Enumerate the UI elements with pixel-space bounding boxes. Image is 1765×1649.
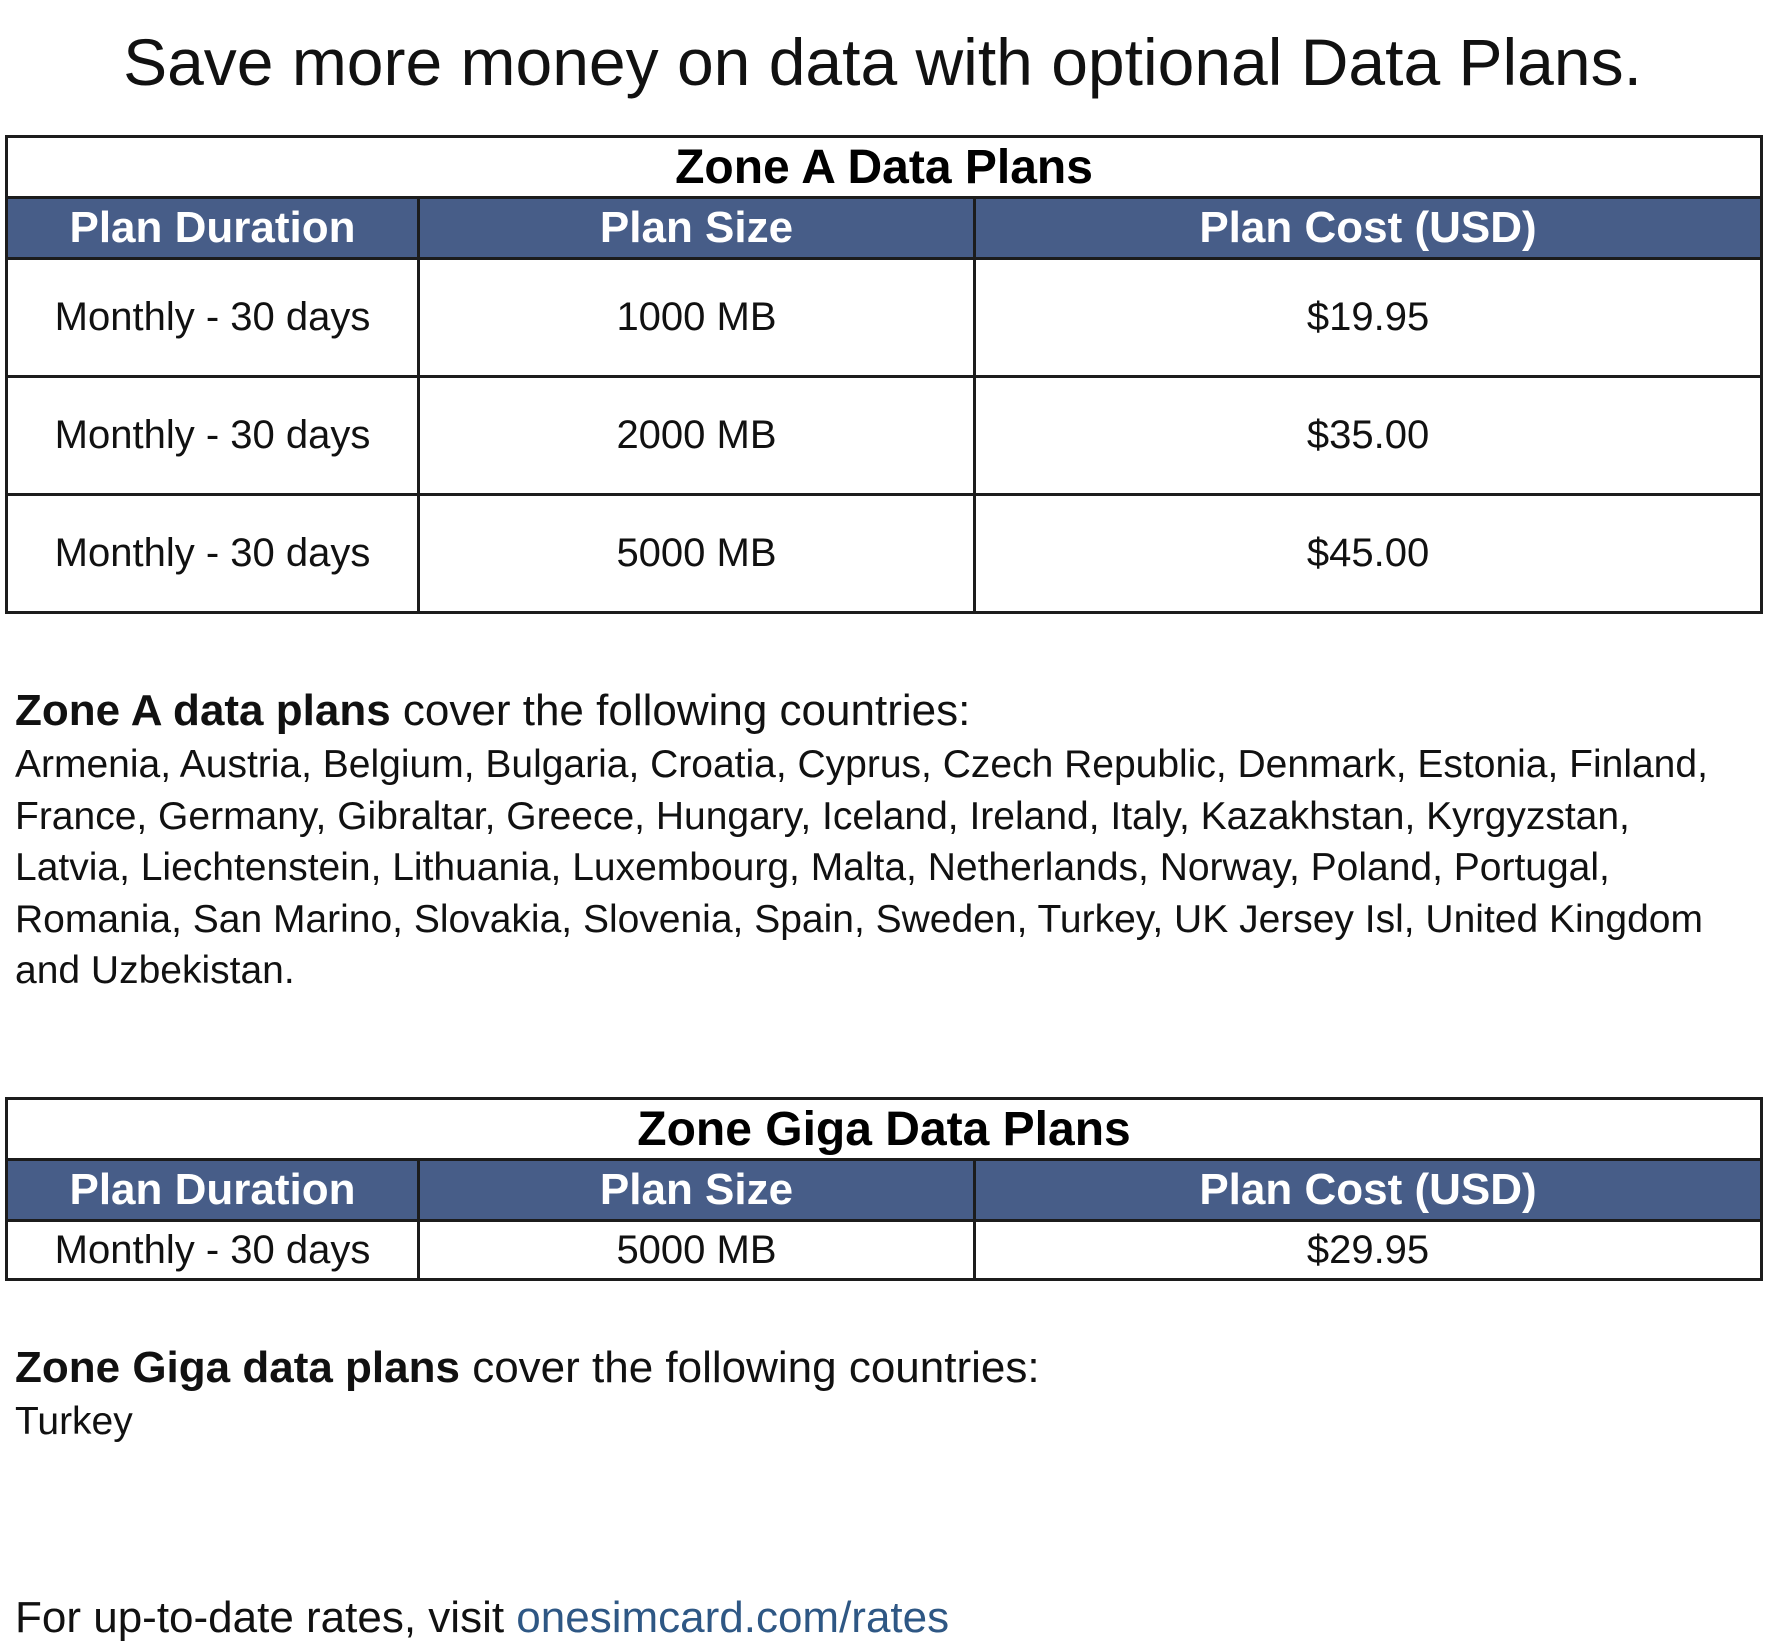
table-row: Monthly - 30 days 5000 MB $45.00 — [5, 493, 1764, 614]
plan-cost-cell: $29.95 — [973, 1219, 1763, 1281]
plan-duration-cell: Monthly - 30 days — [5, 375, 420, 496]
table-row: Monthly - 30 days 2000 MB $35.00 — [5, 375, 1764, 496]
plan-cost-cell: $19.95 — [972, 257, 1764, 378]
plan-cost-cell: $35.00 — [972, 375, 1764, 496]
plan-size-cell: 5000 MB — [417, 493, 976, 614]
column-header-plan-duration: Plan Duration — [5, 1158, 420, 1222]
zone-a-coverage-heading: Zone A data plans cover the following co… — [15, 683, 1735, 739]
coverage-heading-text: cover the following countries: — [459, 1343, 1040, 1392]
zone-giga-plans-table: Zone Giga Data Plans Plan Duration Plan … — [5, 1097, 1763, 1281]
plan-duration-cell: Monthly - 30 days — [5, 493, 420, 614]
zone-a-table-title: Zone A Data Plans — [4, 135, 1764, 199]
plan-size-cell: 1000 MB — [417, 257, 976, 378]
plan-duration-cell: Monthly - 30 days — [5, 257, 420, 378]
zone-giga-table-title: Zone Giga Data Plans — [5, 1097, 1763, 1161]
zone-giga-country-list: Turkey — [15, 1400, 133, 1443]
plan-size-cell: 2000 MB — [417, 375, 976, 496]
rates-link[interactable]: onesimcard.com/rates — [516, 1593, 950, 1642]
column-header-plan-cost: Plan Cost (USD) — [973, 1158, 1763, 1222]
table-row: Monthly - 30 days 5000 MB $29.95 — [5, 1219, 1763, 1281]
zone-a-country-list: Armenia, Austria, Belgium, Bulgaria, Cro… — [15, 743, 1708, 992]
column-header-plan-cost: Plan Cost (USD) — [972, 196, 1764, 260]
zone-giga-coverage-heading: Zone Giga data plans cover the following… — [15, 1340, 1735, 1396]
column-header-plan-duration: Plan Duration — [5, 196, 420, 260]
zone-a-plans-table: Zone A Data Plans Plan Duration Plan Siz… — [4, 135, 1764, 614]
plan-size-cell: 5000 MB — [417, 1219, 976, 1281]
zone-a-coverage: Zone A data plans cover the following co… — [15, 683, 1735, 997]
plan-duration-cell: Monthly - 30 days — [5, 1219, 420, 1281]
footer-text: For up-to-date rates, visit — [15, 1593, 517, 1642]
plan-cost-cell: $45.00 — [972, 493, 1764, 614]
table-row: Monthly - 30 days 1000 MB $19.95 — [5, 257, 1764, 378]
zone-a-coverage-label: Zone A data plans — [15, 686, 391, 735]
zone-giga-coverage-label: Zone Giga data plans — [15, 1343, 460, 1392]
column-header-plan-size: Plan Size — [417, 196, 976, 260]
column-header-plan-size: Plan Size — [417, 1158, 976, 1222]
coverage-heading-text: cover the following countries: — [390, 686, 971, 735]
zone-giga-coverage: Zone Giga data plans cover the following… — [15, 1340, 1735, 1448]
page-title: Save more money on data with optional Da… — [123, 25, 1642, 99]
footer-note: For up-to-date rates, visit onesimcard.c… — [15, 1590, 949, 1646]
